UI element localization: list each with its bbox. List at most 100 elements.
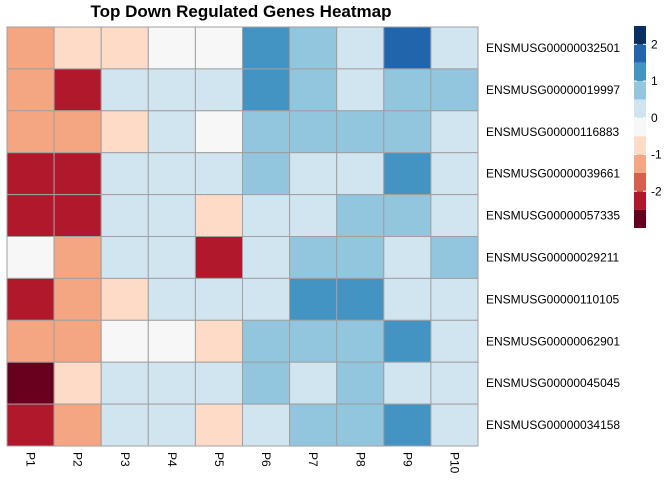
heatmap-cell bbox=[194, 26, 243, 70]
heatmap-cell bbox=[100, 194, 149, 238]
heatmap-cell bbox=[336, 110, 385, 154]
heatmap-cell bbox=[383, 68, 432, 112]
row-label: ENSMUSG00000032501 bbox=[486, 41, 620, 55]
heatmap-cell bbox=[336, 26, 385, 70]
heatmap-cell bbox=[6, 361, 55, 405]
heatmap-cell bbox=[53, 68, 102, 112]
legend-tick-label: -1 bbox=[651, 148, 662, 162]
heatmap-cell bbox=[147, 194, 196, 238]
heatmap-cell bbox=[430, 152, 479, 196]
heatmap-cell bbox=[242, 403, 291, 447]
row-label: ENSMUSG00000034158 bbox=[486, 418, 620, 432]
column-label: P4 bbox=[165, 452, 179, 467]
heatmap-cell bbox=[147, 277, 196, 321]
heatmap-cell bbox=[53, 110, 102, 154]
heatmap-cell bbox=[242, 152, 291, 196]
column-label: P6 bbox=[259, 452, 273, 467]
legend-tick-label: -2 bbox=[651, 184, 662, 198]
heatmap-cell bbox=[100, 68, 149, 112]
row-label: ENSMUSG00000039661 bbox=[486, 167, 620, 181]
column-labels: P1 P2 P3 P4 P5 P6 P7 P8 P9 P10 bbox=[24, 452, 462, 474]
legend-color-bin bbox=[634, 117, 646, 137]
heatmap-cell bbox=[336, 236, 385, 279]
heatmap-cell bbox=[6, 194, 55, 238]
heatmap-cell bbox=[100, 236, 149, 279]
legend-color-bin bbox=[634, 62, 646, 82]
row-label: ENSMUSG00000062901 bbox=[486, 334, 620, 348]
heatmap-cell bbox=[336, 152, 385, 196]
heatmap-cell bbox=[100, 277, 149, 321]
heatmap-cell bbox=[147, 152, 196, 196]
heatmap-cell bbox=[430, 236, 479, 279]
heatmap-cell bbox=[147, 361, 196, 405]
heatmap-cell bbox=[430, 68, 479, 112]
heatmap-cell bbox=[383, 152, 432, 196]
heatmap-cell bbox=[53, 319, 102, 363]
heatmap-cell bbox=[6, 68, 55, 112]
heatmap-cell bbox=[289, 110, 338, 154]
legend-color-bin bbox=[634, 26, 646, 45]
column-label: P7 bbox=[306, 452, 320, 467]
heatmap-cell bbox=[242, 236, 291, 279]
heatmap-cell bbox=[53, 236, 102, 279]
heatmap-cell bbox=[147, 68, 196, 112]
chart-title: Top Down Regulated Genes Heatmap bbox=[90, 2, 391, 21]
heatmap-cell bbox=[383, 194, 432, 238]
heatmap-cell bbox=[242, 361, 291, 405]
heatmap-cell bbox=[147, 26, 196, 70]
heatmap-cell bbox=[289, 236, 338, 279]
heatmap-cell bbox=[242, 194, 291, 238]
column-label: P10 bbox=[447, 452, 461, 474]
legend-color-bin bbox=[634, 136, 646, 155]
heatmap-cell bbox=[336, 403, 385, 447]
column-label: P1 bbox=[24, 452, 38, 467]
heatmap-cell bbox=[194, 361, 243, 405]
heatmap-cell bbox=[242, 110, 291, 154]
heatmap-cells bbox=[6, 26, 479, 447]
heatmap-cell bbox=[147, 110, 196, 154]
heatmap-cell bbox=[383, 236, 432, 279]
heatmap-cell bbox=[242, 68, 291, 112]
heatmap-cell bbox=[336, 361, 385, 405]
legend-color-bin bbox=[634, 154, 646, 173]
heatmap-cell bbox=[6, 236, 55, 279]
row-label: ENSMUSG00000057335 bbox=[486, 209, 620, 223]
heatmap-cell bbox=[194, 277, 243, 321]
row-labels: ENSMUSG00000032501 ENSMUSG00000019997 ENSM… bbox=[486, 41, 620, 432]
row-label: ENSMUSG00000116883 bbox=[486, 125, 620, 139]
heatmap-cell bbox=[194, 403, 243, 447]
heatmap-cell bbox=[194, 152, 243, 196]
column-label: P2 bbox=[71, 452, 85, 467]
heatmap-cell bbox=[430, 361, 479, 405]
heatmap-cell bbox=[430, 26, 479, 70]
heatmap-cell bbox=[430, 319, 479, 363]
heatmap-cell bbox=[383, 361, 432, 405]
heatmap-cell bbox=[53, 194, 102, 238]
legend-color-bin bbox=[634, 44, 646, 63]
heatmap-cell bbox=[336, 194, 385, 238]
heatmap-cell bbox=[147, 236, 196, 279]
heatmap-cell bbox=[53, 152, 102, 196]
column-label: P3 bbox=[118, 452, 132, 467]
color-legend: 2 1 0 -1 -2 bbox=[634, 26, 662, 228]
heatmap-cell bbox=[242, 319, 291, 363]
legend-tick-label: 0 bbox=[651, 111, 658, 125]
row-label: ENSMUSG00000110105 bbox=[486, 292, 620, 306]
heatmap-cell bbox=[147, 319, 196, 363]
heatmap-cell bbox=[6, 403, 55, 447]
legend-color-bin bbox=[634, 99, 646, 118]
heatmap-cell bbox=[289, 361, 338, 405]
heatmap-cell bbox=[100, 403, 149, 447]
heatmap-cell bbox=[289, 26, 338, 70]
heatmap-cell bbox=[147, 403, 196, 447]
heatmap-cell bbox=[53, 277, 102, 321]
heatmap-cell bbox=[383, 110, 432, 154]
row-label: ENSMUSG00000029211 bbox=[486, 250, 620, 264]
heatmap-cell bbox=[6, 26, 55, 70]
heatmap-cell bbox=[289, 152, 338, 196]
heatmap-cell bbox=[6, 110, 55, 154]
heatmap-cell bbox=[100, 361, 149, 405]
heatmap-cell bbox=[100, 319, 149, 363]
heatmap-cell bbox=[194, 194, 243, 238]
